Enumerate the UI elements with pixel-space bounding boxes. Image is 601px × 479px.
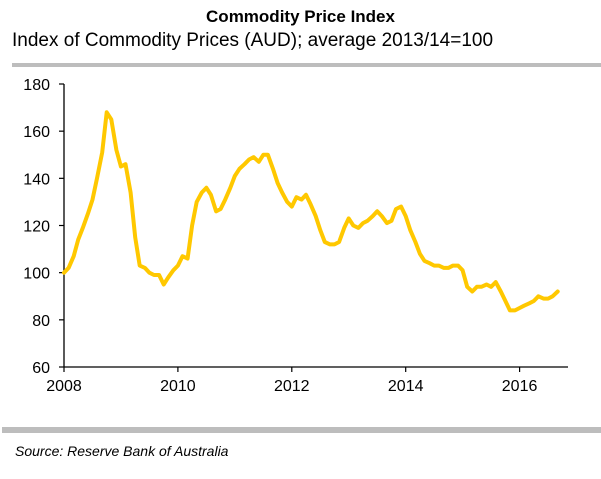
chart-subtitle: Index of Commodity Prices (AUD); average… xyxy=(12,30,494,51)
axes: 60 80 100 120 140 160 180 2008 2010 2012 2014 2016 xyxy=(23,77,568,395)
y-tick-label: 140 xyxy=(23,171,50,188)
x-tick-label: 2010 xyxy=(160,378,196,395)
series-group xyxy=(62,110,560,313)
x-tick-label: 2014 xyxy=(388,378,424,395)
bottom-divider xyxy=(2,427,601,433)
top-divider xyxy=(12,63,601,67)
y-tick-label: 180 xyxy=(23,77,50,94)
y-tick-label: 60 xyxy=(32,360,50,377)
x-tick-label: 2012 xyxy=(274,378,310,395)
source-note: Source: Reserve Bank of Australia xyxy=(15,443,229,459)
y-tick-label: 120 xyxy=(23,219,50,236)
y-tick-label: 80 xyxy=(32,313,50,330)
chart-title: Commodity Price Index xyxy=(206,7,395,26)
y-tick-label: 100 xyxy=(23,266,50,283)
y-tick-label: 160 xyxy=(23,124,50,141)
series-line-commodity-price-index xyxy=(62,110,560,313)
x-tick-label: 2008 xyxy=(46,378,82,395)
x-tick-label: 2016 xyxy=(502,378,538,395)
